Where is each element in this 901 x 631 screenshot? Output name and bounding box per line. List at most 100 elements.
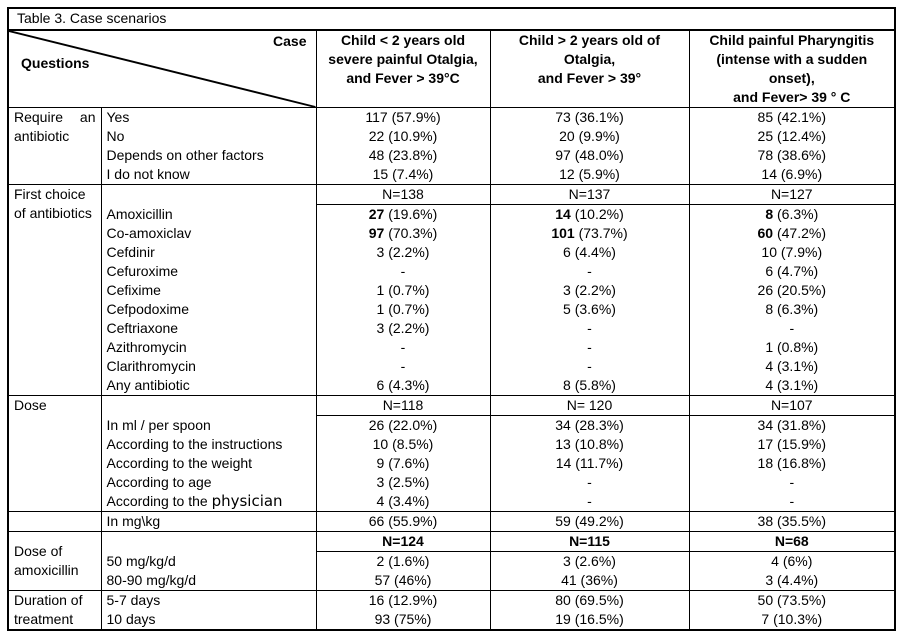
n-value: N=138 <box>315 184 490 205</box>
value-cell: 19 (16.5%) <box>489 610 689 630</box>
value-cell: - <box>315 338 490 357</box>
n-value: N=68 <box>688 531 896 552</box>
value-number: 60 <box>757 225 774 241</box>
value-cell: 6 (4.4%) <box>489 243 689 262</box>
header-line: and Fever > 39° <box>537 70 642 86</box>
table-row: According to the physician 4 (3.4%) - - <box>8 492 896 512</box>
table-row: In ml / per spoon 26 (22.0%) 34 (28.3%) … <box>8 415 896 435</box>
table-row: Cefuroxime - - 6 (4.7%) <box>8 262 896 281</box>
n-row: Dose of amoxicillin N=124 N=115 N=68 <box>8 531 896 591</box>
value-cell: 3 (2.5%) <box>315 473 490 492</box>
item-text-alt: physician <box>211 492 283 510</box>
table-row: Azithromycin - - 1 (0.8%) <box>8 338 896 357</box>
column-header-scenario-1: Child < 2 years old severe painful Otalg… <box>315 30 490 108</box>
value-cell: 59 (49.2%) <box>489 511 689 532</box>
value-cell: - <box>489 492 689 512</box>
table-row: Co-amoxiclav 97 (70.3%) 101 (73.7%) 60 (… <box>8 224 896 243</box>
item-label: In ml / per spoon <box>100 415 316 435</box>
n-value: N=124 <box>315 531 490 552</box>
value-cell: 14 (6.9%) <box>688 165 896 185</box>
value-cell: 41 (36%) <box>489 571 689 591</box>
header-line: severe painful Otalgia, <box>328 51 478 67</box>
item-label: Cefixime <box>100 281 316 300</box>
item-label: Ceftriaxone <box>100 319 316 338</box>
value-cell: 26 (20.5%) <box>688 281 896 300</box>
header-line: Child > 2 years old of <box>518 32 661 48</box>
value-cell: 38 (35.5%) <box>688 511 896 532</box>
item-text: According to the <box>106 493 212 509</box>
empty-cell <box>100 395 316 416</box>
table-row: Depends on other factors 48 (23.8%) 97 (… <box>8 146 896 165</box>
value-pct: (10.2%) <box>570 206 624 222</box>
value-number: 27 <box>368 206 385 222</box>
item-label: Co-amoxiclav <box>100 224 316 243</box>
value-cell: 3 (2.6%) <box>489 551 689 571</box>
value-cell: 48 (23.8%) <box>315 146 490 165</box>
header-line: Child < 2 years old <box>340 32 466 48</box>
column-header-scenario-3: Child painful Pharyngitis (intense with … <box>688 30 896 108</box>
value-cell: 4 (6%) <box>688 551 896 571</box>
value-cell: 3 (2.2%) <box>489 281 689 300</box>
table-row: 80-90 mg/kg/d 57 (46%) 41 (36%) 3 (4.4%) <box>8 571 896 591</box>
n-value: N=137 <box>489 184 689 205</box>
table-wrapper: Table 3. Case scenarios Case Questions C… <box>7 7 897 631</box>
header-line: (intense with a sudden onset), <box>716 51 868 86</box>
value-cell: - <box>688 473 896 492</box>
table-row: Clarithromycin - - 4 (3.1%) <box>8 357 896 376</box>
item-label: 50 mg/kg/d <box>100 551 316 571</box>
value-pct: (73.7%) <box>574 225 628 241</box>
value-pct: (70.3%) <box>384 225 438 241</box>
item-label: According to age <box>100 473 316 492</box>
item-label: Yes <box>100 107 316 127</box>
item-label: According to the physician <box>100 492 316 512</box>
value-cell: 4 (3.1%) <box>688 357 896 376</box>
item-label: 80-90 mg/kg/d <box>100 571 316 591</box>
value-cell: 97 (70.3%) <box>315 224 490 243</box>
table-row: 50 mg/kg/d 2 (1.6%) 3 (2.6%) 4 (6%) <box>8 551 896 571</box>
item-label: Cefuroxime <box>100 262 316 281</box>
section-label: Duration of treatment <box>8 590 101 630</box>
item-label: Any antibiotic <box>100 376 316 396</box>
value-cell: 6 (4.7%) <box>688 262 896 281</box>
column-header-scenario-2: Child > 2 years old of Otalgia, and Feve… <box>489 30 689 108</box>
value-number: 97 <box>368 225 385 241</box>
value-cell: 12 (5.9%) <box>489 165 689 185</box>
value-cell: - <box>315 357 490 376</box>
value-number: 101 <box>551 225 575 241</box>
value-cell: 80 (69.5%) <box>489 590 689 610</box>
value-cell: 8 (6.3%) <box>688 300 896 319</box>
n-value: N=118 <box>315 395 490 416</box>
table-row: Cefdinir 3 (2.2%) 6 (4.4%) 10 (7.9%) <box>8 243 896 262</box>
value-cell: 25 (12.4%) <box>688 127 896 146</box>
value-cell: 26 (22.0%) <box>315 415 490 435</box>
table-row: I do not know 15 (7.4%) 12 (5.9%) 14 (6.… <box>8 165 896 185</box>
value-cell: 6 (4.3%) <box>315 376 490 396</box>
value-cell: 8 (6.3%) <box>688 204 896 224</box>
item-label: Depends on other factors <box>100 146 316 165</box>
header-line: Otalgia, <box>563 51 616 67</box>
table-row: Ceftriaxone 3 (2.2%) - - <box>8 319 896 338</box>
value-cell: 85 (42.1%) <box>688 107 896 127</box>
value-cell: 13 (10.8%) <box>489 435 689 454</box>
n-row: First choice of antibiotics N=138 N=137 … <box>8 184 896 396</box>
value-pct: (6.3%) <box>773 206 819 222</box>
header-row: Case Questions Child < 2 years old sever… <box>8 30 896 108</box>
value-cell: 18 (16.8%) <box>688 454 896 473</box>
table-row: According to the instructions 10 (8.5%) … <box>8 435 896 454</box>
empty-cell <box>8 511 101 532</box>
value-cell: - <box>489 473 689 492</box>
value-cell: 3 (4.4%) <box>688 571 896 591</box>
n-value: N=115 <box>489 531 689 552</box>
value-cell: 20 (9.9%) <box>489 127 689 146</box>
value-cell: 66 (55.9%) <box>315 511 490 532</box>
header-line: and Fever > 39°C <box>346 70 460 86</box>
value-cell: 93 (75%) <box>315 610 490 630</box>
value-cell: - <box>489 338 689 357</box>
value-cell: 14 (11.7%) <box>489 454 689 473</box>
item-label: 10 days <box>100 610 316 630</box>
value-pct: (47.2%) <box>773 225 827 241</box>
value-cell: 3 (2.2%) <box>315 243 490 262</box>
value-cell: 22 (10.9%) <box>315 127 490 146</box>
value-cell: 27 (19.6%) <box>315 204 490 224</box>
item-label: Azithromycin <box>100 338 316 357</box>
